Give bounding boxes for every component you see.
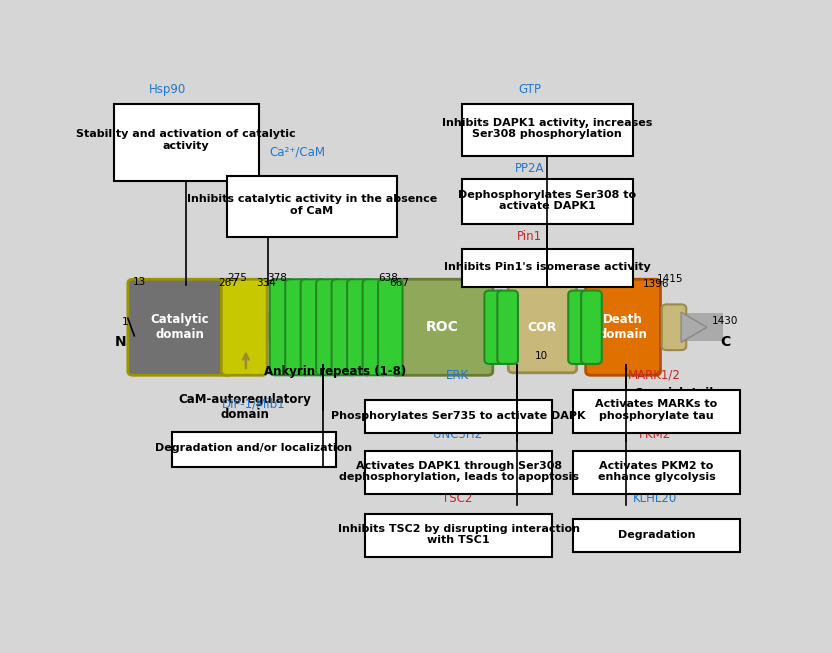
- Text: 13: 13: [133, 277, 146, 287]
- Bar: [573, 451, 740, 494]
- Text: N: N: [115, 335, 126, 349]
- Text: 638: 638: [378, 273, 398, 283]
- Text: Inhibits TSC2 by disrupting interaction
with TSC1: Inhibits TSC2 by disrupting interaction …: [338, 524, 580, 545]
- FancyBboxPatch shape: [128, 279, 231, 375]
- Bar: [114, 103, 259, 182]
- Bar: [130, 313, 723, 341]
- FancyBboxPatch shape: [347, 279, 372, 375]
- Bar: [462, 179, 633, 224]
- Bar: [573, 390, 740, 433]
- Text: CaM-autoregulatory
domain: CaM-autoregulatory domain: [178, 392, 311, 421]
- Text: COR: COR: [527, 321, 557, 334]
- Text: Ser-rich tail: Ser-rich tail: [635, 387, 713, 400]
- Text: 1430: 1430: [711, 315, 738, 326]
- Text: Hsp90: Hsp90: [149, 83, 186, 96]
- Bar: [226, 176, 398, 237]
- FancyBboxPatch shape: [270, 279, 295, 375]
- FancyBboxPatch shape: [508, 281, 577, 373]
- Bar: [462, 249, 633, 287]
- Text: PKM2: PKM2: [638, 428, 671, 441]
- Text: 1415: 1415: [657, 274, 683, 284]
- Text: 1288: 1288: [561, 274, 587, 284]
- Text: C: C: [720, 336, 730, 349]
- FancyBboxPatch shape: [498, 291, 518, 364]
- Text: 1396: 1396: [642, 279, 669, 289]
- Bar: [573, 519, 740, 552]
- FancyBboxPatch shape: [332, 279, 356, 375]
- Text: 1312: 1312: [574, 279, 601, 289]
- Polygon shape: [681, 312, 707, 342]
- FancyBboxPatch shape: [378, 279, 403, 375]
- Text: Ca²⁺/CaM: Ca²⁺/CaM: [270, 146, 325, 159]
- Text: MARK1/2: MARK1/2: [628, 368, 681, 381]
- Text: TSC2: TSC2: [442, 492, 473, 505]
- Bar: [462, 104, 633, 156]
- Text: 955: 955: [480, 274, 499, 284]
- FancyBboxPatch shape: [582, 291, 602, 364]
- FancyBboxPatch shape: [316, 279, 340, 375]
- Text: 10: 10: [535, 351, 548, 361]
- Text: Activates DAPK1 through Ser308
dephosphorylation, leads to apoptosis: Activates DAPK1 through Ser308 dephospho…: [339, 461, 578, 483]
- Text: 667: 667: [389, 278, 409, 288]
- Text: Inhibits catalytic activity in the absence
of CaM: Inhibits catalytic activity in the absen…: [186, 195, 437, 216]
- Bar: [365, 451, 552, 494]
- Text: Stability and activation of catalytic
activity: Stability and activation of catalytic ac…: [76, 129, 295, 150]
- FancyBboxPatch shape: [484, 291, 505, 364]
- Text: 9: 9: [495, 351, 502, 361]
- Bar: [171, 432, 336, 466]
- FancyBboxPatch shape: [568, 291, 589, 364]
- Text: Death
domain: Death domain: [599, 313, 647, 342]
- FancyBboxPatch shape: [586, 279, 661, 375]
- Text: Inhibits DAPK1 activity, increases
Ser308 phosphorylation: Inhibits DAPK1 activity, increases Ser30…: [442, 118, 652, 140]
- Text: GTP: GTP: [518, 83, 541, 96]
- Text: Ankyrin repeats (1-8): Ankyrin repeats (1-8): [264, 365, 406, 378]
- FancyBboxPatch shape: [661, 304, 686, 350]
- Text: UNC5H2: UNC5H2: [433, 428, 482, 441]
- Text: DIP-1/Mib1: DIP-1/Mib1: [222, 397, 285, 410]
- FancyBboxPatch shape: [221, 279, 267, 375]
- Text: Activates PKM2 to
enhance glycolysis: Activates PKM2 to enhance glycolysis: [597, 461, 716, 483]
- Text: Pin1: Pin1: [517, 231, 542, 244]
- Text: PP2A: PP2A: [515, 162, 544, 175]
- Text: Inhibits Pin1's isomerase activity: Inhibits Pin1's isomerase activity: [443, 263, 651, 272]
- FancyBboxPatch shape: [392, 279, 493, 375]
- Text: 275: 275: [227, 273, 247, 283]
- Text: 267: 267: [218, 278, 238, 288]
- Text: Degradation and/or localization: Degradation and/or localization: [155, 443, 352, 453]
- Text: Dephosphorylates Ser308 to
activate DAPK1: Dephosphorylates Ser308 to activate DAPK…: [458, 190, 636, 212]
- Text: Catalytic
domain: Catalytic domain: [151, 313, 209, 342]
- Text: Activates MARKs to
phosphorylate tau: Activates MARKs to phosphorylate tau: [596, 400, 718, 421]
- Bar: [365, 400, 552, 433]
- Text: 334: 334: [256, 278, 276, 288]
- Text: 378: 378: [267, 273, 287, 283]
- Text: Degradation: Degradation: [618, 530, 696, 540]
- Text: ROC: ROC: [426, 320, 459, 334]
- Text: ERK: ERK: [446, 368, 469, 381]
- Bar: [365, 515, 552, 557]
- Text: 1: 1: [121, 317, 128, 327]
- FancyBboxPatch shape: [363, 279, 387, 375]
- FancyBboxPatch shape: [285, 279, 310, 375]
- Text: KLHL20: KLHL20: [632, 492, 676, 505]
- FancyBboxPatch shape: [300, 279, 325, 375]
- Text: Phosphorylates Ser735 to activate DAPK: Phosphorylates Ser735 to activate DAPK: [331, 411, 586, 421]
